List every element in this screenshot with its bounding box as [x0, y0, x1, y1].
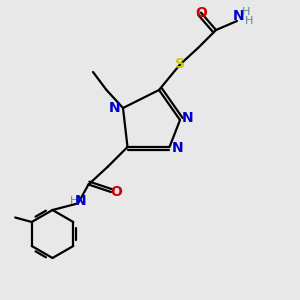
Text: H: H — [242, 7, 250, 17]
Text: N: N — [109, 101, 120, 115]
Text: N: N — [75, 194, 87, 208]
Text: H: H — [70, 196, 79, 206]
Text: S: S — [175, 58, 185, 71]
Text: O: O — [195, 6, 207, 20]
Text: N: N — [172, 142, 184, 155]
Text: H: H — [245, 16, 253, 26]
Text: O: O — [110, 185, 122, 199]
Text: N: N — [233, 9, 244, 22]
Text: N: N — [182, 111, 193, 124]
